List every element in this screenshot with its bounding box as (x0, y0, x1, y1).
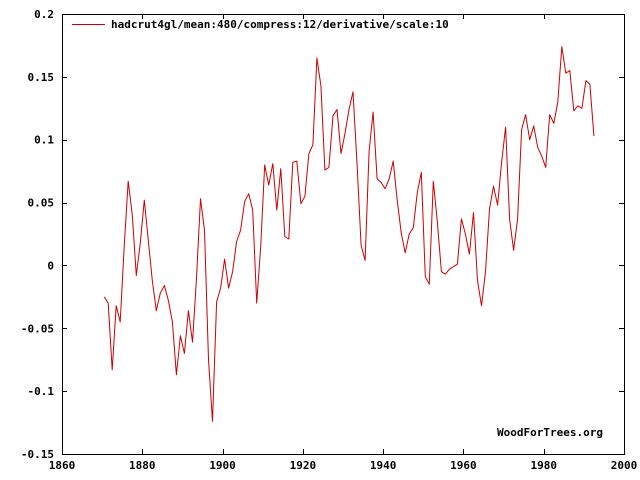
y-tick-label: 0 (47, 259, 54, 272)
x-tick-label: 1860 (49, 459, 76, 472)
y-tick-label: 0.05 (28, 197, 55, 210)
y-tick-label: 0.1 (34, 134, 54, 147)
x-tick-label: 2000 (611, 459, 638, 472)
axis-ticks (62, 14, 625, 455)
x-tick-label: 1920 (290, 459, 317, 472)
y-tick-label: -0.05 (21, 322, 54, 335)
x-tick-label: 1880 (129, 459, 156, 472)
x-tick-label: 1900 (209, 459, 236, 472)
y-tick-label: 0.2 (34, 8, 54, 21)
x-axis-tick-labels: 1860 1880 1900 1920 1940 1960 1980 2000 (49, 459, 638, 472)
x-tick-label: 1980 (530, 459, 557, 472)
legend-label-series-1: hadcrut4gl/mean:480/compress:12/derivati… (111, 18, 449, 31)
y-axis-tick-labels: -0.15 -0.1 -0.05 0 0.05 0.1 0.15 0.2 (21, 8, 54, 461)
legend: hadcrut4gl/mean:480/compress:12/derivati… (72, 18, 449, 31)
y-tick-label: -0.1 (28, 385, 55, 398)
x-tick-label: 1940 (370, 459, 397, 472)
series-line-1 (103, 46, 595, 422)
plot-frame (62, 14, 625, 455)
x-tick-label: 1960 (450, 459, 477, 472)
y-tick-label: -0.15 (21, 448, 54, 461)
y-tick-label: 0.15 (28, 71, 55, 84)
plot-lines (103, 46, 595, 422)
watermark-text: WoodForTrees.org (497, 426, 603, 439)
